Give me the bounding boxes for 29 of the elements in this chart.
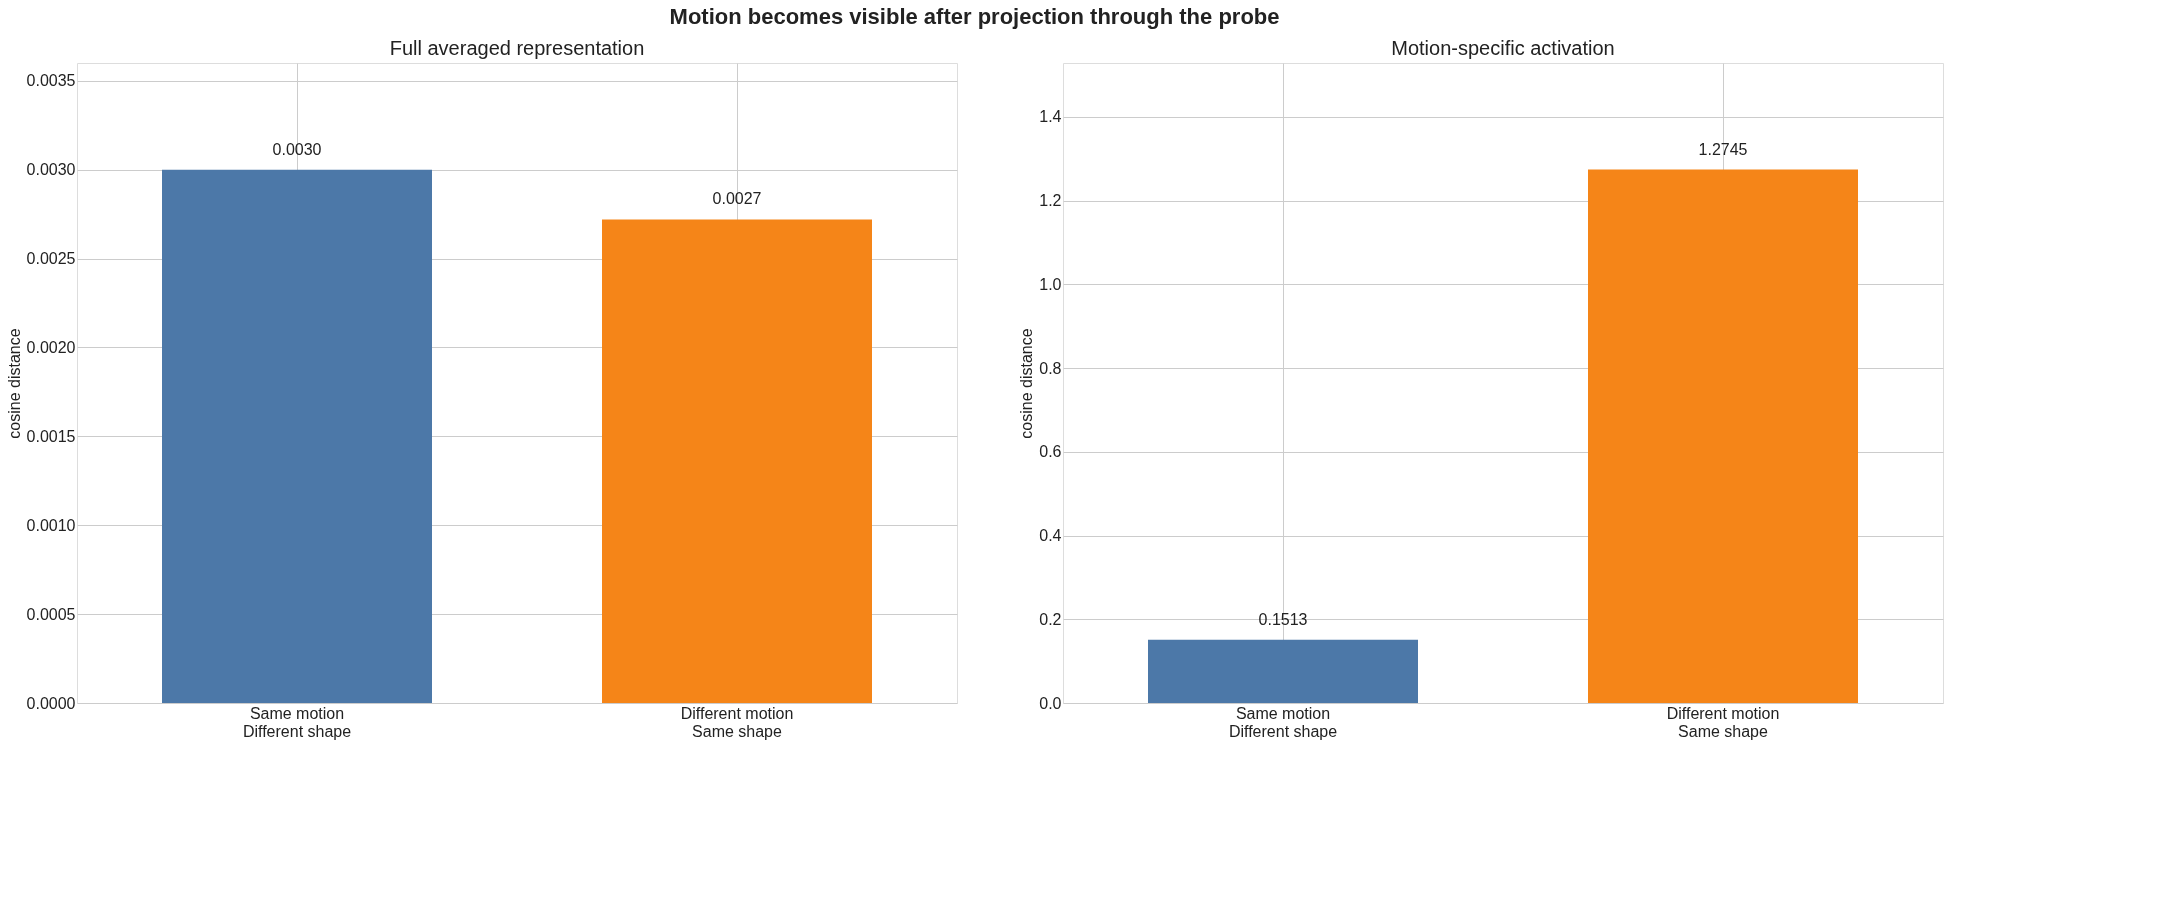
y-tick-label: 0.0000 bbox=[26, 694, 76, 712]
y-axis-title: cosine distance bbox=[1018, 328, 1036, 439]
chart-title: Motion-specific activation bbox=[1391, 37, 1615, 59]
y-tick-label: 0.0 bbox=[1039, 694, 1062, 712]
text: Motion becomes visible after projection through the probe bbox=[669, 3, 1280, 29]
y-tick-label: 0.0005 bbox=[26, 605, 76, 623]
x-tick-label: Same motion Different shape bbox=[242, 704, 352, 740]
y-tick-label: 1.0 bbox=[1039, 275, 1062, 293]
y-tick-label: 1.2 bbox=[1039, 192, 1062, 210]
y-tick-label: 0.4 bbox=[1039, 527, 1062, 545]
data-label: 0.0027 bbox=[712, 190, 762, 208]
y-tick-label: 1.4 bbox=[1039, 108, 1062, 126]
chart-title: Full averaged representation bbox=[389, 37, 645, 59]
data-label: 1.2745 bbox=[1698, 140, 1748, 158]
data-label: 0.1513 bbox=[1258, 610, 1308, 628]
y-tick-label: 0.0030 bbox=[26, 161, 76, 179]
y-tick-label: 0.0035 bbox=[26, 72, 76, 90]
y-tick-label: 0.8 bbox=[1039, 359, 1062, 377]
y-axis-title: cosine distance bbox=[5, 328, 23, 439]
y-tick-label: 0.0010 bbox=[26, 516, 76, 534]
x-tick-label: Different motion Same shape bbox=[1666, 704, 1780, 740]
y-tick-label: 0.6 bbox=[1039, 443, 1062, 461]
data-label: 0.0030 bbox=[272, 140, 322, 158]
x-tick-label: Same motion Different shape bbox=[1228, 704, 1338, 740]
y-tick-label: 0.2 bbox=[1039, 610, 1062, 628]
y-tick-label: 0.0015 bbox=[26, 427, 76, 445]
x-tick-label: Different motion Same shape bbox=[680, 704, 794, 740]
y-tick-label: 0.0020 bbox=[26, 338, 76, 356]
y-tick-label: 0.0025 bbox=[26, 250, 76, 268]
